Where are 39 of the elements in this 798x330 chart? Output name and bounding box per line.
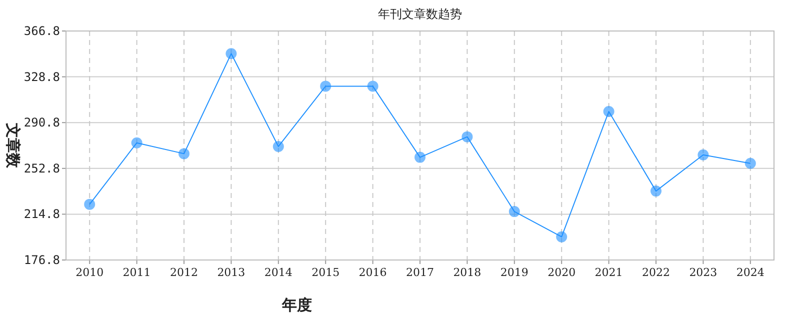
x-tick-label: 2023 [689, 266, 718, 279]
y-tick-label: 328.8 [24, 70, 60, 84]
point [508, 206, 520, 218]
x-tick-label: 2010 [76, 266, 104, 279]
point [320, 80, 332, 92]
x-tick-label: 2021 [594, 266, 623, 279]
chart-title: 年刊文章数趋势 [378, 7, 462, 21]
x-tick-label: 2011 [122, 266, 151, 279]
point [226, 48, 237, 60]
x-tick-label: 2015 [312, 266, 340, 279]
point [367, 80, 378, 92]
x-tick-label: 2022 [642, 266, 670, 279]
x-tick-label: 2018 [453, 266, 482, 279]
x-tick-label: 2019 [500, 266, 528, 279]
y-axis-title: 文章数 [4, 122, 22, 169]
point [84, 198, 96, 210]
x-tick-label: 2013 [217, 266, 246, 279]
x-tick-label: 2024 [736, 266, 764, 279]
x-tick-label: 2016 [358, 266, 387, 279]
y-tick-label: 366.8 [24, 24, 60, 38]
point [178, 148, 190, 160]
y-tick-label: 290.8 [24, 116, 60, 130]
point [462, 131, 473, 142]
point [603, 106, 614, 118]
point [556, 231, 568, 242]
point [698, 149, 709, 160]
y-tick-label: 252.8 [24, 161, 60, 176]
y-tick-label: 214.8 [24, 207, 60, 222]
point [131, 137, 142, 148]
point [744, 158, 756, 169]
x-tick-label: 2017 [406, 266, 434, 279]
x-axis-title: 年度 [281, 296, 312, 314]
point [650, 186, 662, 197]
x-tick-label: 2020 [548, 266, 576, 279]
point [414, 152, 426, 163]
x-tick-label: 2012 [170, 266, 198, 279]
x-tick-label: 2014 [264, 266, 292, 279]
y-tick-label: 176.8 [24, 253, 60, 267]
point [272, 140, 284, 152]
